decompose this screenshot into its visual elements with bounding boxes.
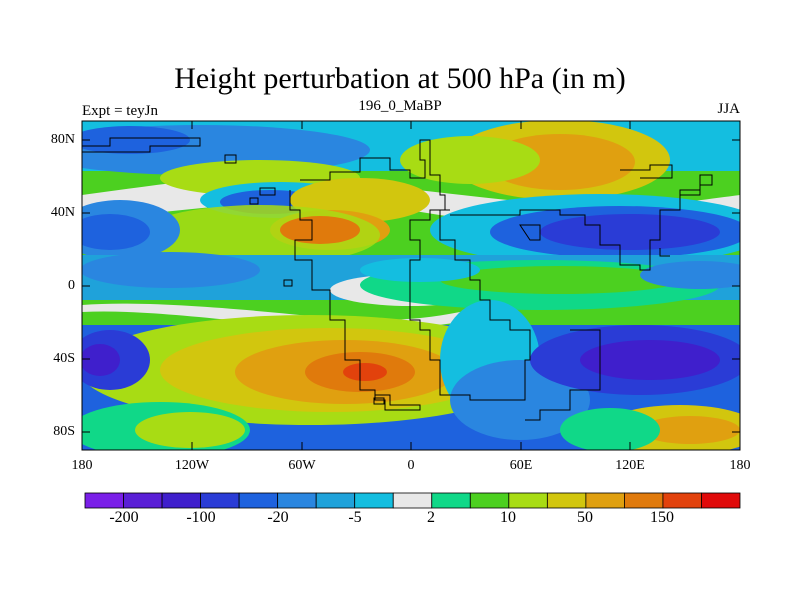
map-title: Height perturbation at 500 hPa (in m) [174, 62, 626, 95]
x-tick-label: 60E [509, 458, 533, 473]
colorbar-swatch [238, 492, 279, 509]
y-tick-label: 0 [68, 278, 75, 293]
colorbar-swatch [161, 492, 201, 509]
colorbar-label: 10 [500, 509, 516, 526]
colorbar-label: -200 [109, 509, 139, 526]
colorbar-swatch [662, 492, 702, 509]
season-label: JJA [717, 101, 740, 117]
y-tick-label: 40N [50, 205, 75, 220]
colorbar-label: 2 [427, 509, 435, 526]
colorbar-swatch [354, 492, 394, 509]
colorbar-label: -5 [348, 509, 362, 526]
y-axis-ticks [82, 139, 740, 433]
y-tick-label: 80N [50, 132, 75, 147]
y-tick-label: 40S [53, 351, 75, 366]
colorbar-swatch [701, 492, 741, 509]
y-tick-label: 80S [53, 424, 75, 439]
colorbar-swatch [508, 492, 548, 509]
colorbar-swatch [277, 492, 317, 509]
colorbar-label: -100 [186, 509, 216, 526]
colorbar-swatch [392, 492, 433, 509]
colorbar-label: 50 [577, 509, 593, 526]
colorbar-swatch [123, 492, 163, 509]
x-tick-label: 60W [288, 458, 316, 473]
colorbar-swatch [431, 492, 471, 509]
colorbar-swatch [200, 492, 240, 509]
x-tick-label: 180 [71, 458, 93, 473]
colorbar-swatch [84, 492, 124, 509]
run-label: 196_0_MaBP [358, 98, 442, 114]
x-tick-label: 0 [407, 458, 415, 473]
contour-field [82, 121, 740, 450]
x-tick-label: 120E [615, 458, 645, 473]
colorbar-swatch [585, 492, 625, 509]
colorbar-swatch [315, 492, 356, 509]
colorbar-swatch [624, 492, 664, 509]
colorbar [84, 492, 741, 509]
x-tick-label: 180 [729, 458, 751, 473]
experiment-label: Expt = teyJn [82, 103, 158, 119]
colorbar-swatch [469, 492, 510, 509]
colorbar-label: -20 [267, 509, 289, 526]
x-axis-ticks [81, 121, 631, 450]
x-tick-label: 120W [174, 458, 210, 473]
colorbar-label: 150 [650, 509, 674, 526]
colorbar-swatch [546, 492, 587, 509]
